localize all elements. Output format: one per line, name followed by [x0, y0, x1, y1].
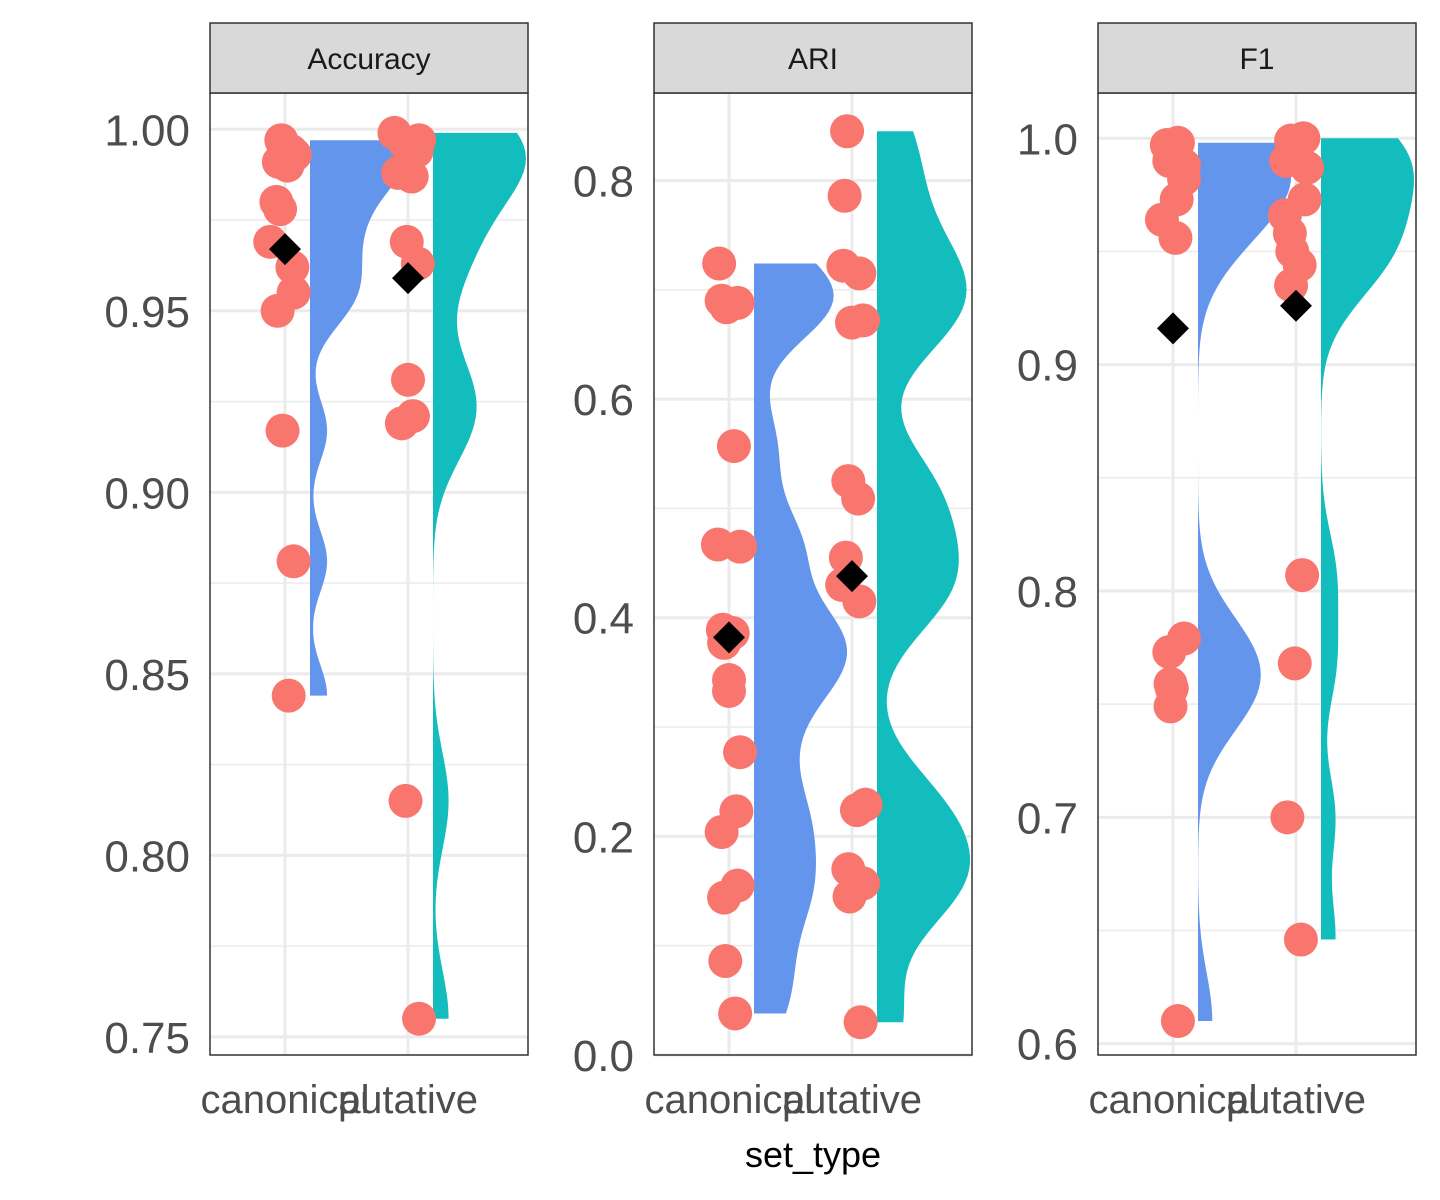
x-tick-label: putative: [338, 1078, 478, 1122]
data-point-putative: [843, 1005, 878, 1040]
violin-canonical: [310, 140, 403, 696]
data-point-putative: [1277, 646, 1312, 681]
data-point-canonical: [1152, 635, 1187, 670]
violin-putative: [1321, 138, 1414, 940]
facet-strip: [1097, 22, 1417, 94]
violin-canonical: [754, 263, 847, 1014]
mean-marker-putative: [392, 262, 424, 295]
data-point-canonical: [708, 943, 743, 978]
x-tick-label: canonical: [644, 1078, 813, 1122]
data-point-putative: [402, 1001, 437, 1036]
data-point-putative: [391, 362, 425, 397]
data-point-canonical: [1160, 1004, 1195, 1039]
x-tick-label: putative: [1226, 1078, 1366, 1122]
data-point-putative: [827, 178, 862, 213]
data-point-canonical: [718, 996, 753, 1031]
y-tick-label: 0.2: [573, 813, 634, 862]
y-tick-label: 0.85: [104, 651, 190, 700]
y-tick-label: 0.6: [1017, 1021, 1078, 1070]
data-point-canonical: [704, 814, 739, 849]
data-point-putative: [832, 879, 867, 914]
data-point-putative: [1285, 558, 1320, 593]
y-tick-label: 0.90: [104, 469, 190, 518]
x-axis-title: set_type: [745, 1134, 881, 1175]
violin-putative: [877, 131, 970, 1023]
data-point-canonical: [265, 413, 300, 448]
data-point-putative: [830, 114, 865, 149]
violin-putative: [433, 132, 526, 1019]
mean-marker-canonical: [713, 621, 745, 654]
data-point-canonical: [716, 429, 751, 464]
facet-strip: [653, 22, 973, 94]
y-tick-label: 0.75: [104, 1014, 190, 1063]
data-point-putative: [839, 793, 874, 828]
data-point-putative: [841, 481, 876, 516]
y-tick-label: 0.95: [104, 288, 190, 337]
y-tick-label: 1.00: [104, 106, 190, 155]
facet-title: F1: [1239, 43, 1274, 76]
data-point-putative: [394, 159, 429, 194]
data-point-canonical: [276, 544, 311, 579]
y-tick-label: 0.9: [1017, 342, 1078, 391]
data-point-putative: [835, 305, 869, 340]
x-tick-label: canonical: [1088, 1078, 1257, 1122]
mean-marker-canonical: [269, 233, 301, 266]
mean-marker-putative: [1280, 289, 1312, 322]
mean-marker-putative: [836, 560, 868, 593]
data-point-canonical: [712, 673, 746, 708]
mean-marker-canonical: [1157, 312, 1189, 345]
data-point-canonical: [271, 678, 306, 713]
y-tick-label: 0.0: [573, 1032, 634, 1081]
data-point-canonical: [723, 735, 758, 770]
data-point-canonical: [723, 529, 758, 564]
x-tick-label: canonical: [200, 1078, 369, 1122]
data-point-canonical: [270, 148, 305, 183]
facet-title: ARI: [788, 43, 838, 76]
data-point-canonical: [1153, 689, 1188, 724]
data-point-putative: [388, 783, 423, 818]
y-tick-label: 0.8: [1017, 568, 1078, 617]
y-tick-label: 0.6: [573, 376, 634, 425]
data-point-canonical: [702, 246, 737, 281]
data-point-canonical: [260, 293, 295, 328]
data-point-putative: [1283, 922, 1318, 957]
data-point-canonical: [1158, 220, 1193, 255]
data-point-canonical: [709, 290, 744, 325]
facet-strip: [209, 22, 529, 94]
data-point-putative: [1290, 150, 1325, 185]
data-point-putative: [842, 584, 877, 619]
y-tick-label: 0.80: [104, 832, 190, 881]
data-point-canonical: [707, 880, 742, 915]
facet-title: Accuracy: [307, 43, 430, 76]
x-tick-label: putative: [782, 1078, 922, 1122]
violin-canonical: [1198, 142, 1291, 1022]
data-point-putative: [384, 406, 419, 441]
y-tick-label: 1.0: [1017, 115, 1078, 164]
data-point-canonical: [263, 192, 298, 227]
y-tick-label: 0.7: [1017, 794, 1078, 843]
y-tick-label: 0.4: [573, 595, 634, 644]
data-point-putative: [1270, 800, 1305, 835]
data-point-putative: [842, 256, 877, 291]
y-tick-label: 0.8: [573, 157, 634, 206]
